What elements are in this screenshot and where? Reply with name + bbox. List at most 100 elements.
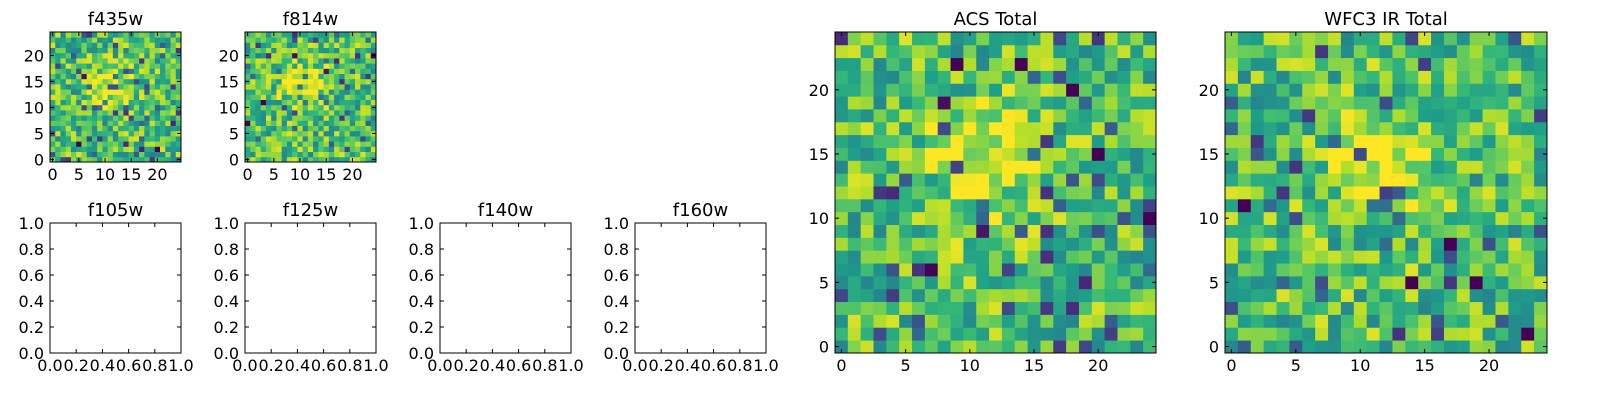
heatmap-cell <box>76 68 82 74</box>
heatmap-cell <box>102 151 109 158</box>
heatmap-cell <box>175 63 182 69</box>
heatmap-cell <box>1431 173 1445 187</box>
heatmap-cell <box>1078 173 1093 187</box>
heatmap-cell <box>118 94 124 100</box>
heatmap-cell <box>1066 314 1080 328</box>
heatmap-cell <box>1053 340 1067 354</box>
heatmap-cell <box>339 52 345 59</box>
heatmap-cell <box>860 173 874 187</box>
heatmap-cell <box>344 110 351 116</box>
heatmap-cell <box>1469 275 1483 290</box>
heatmap-cell <box>128 94 135 100</box>
heatmap-cell <box>1405 121 1419 136</box>
heatmap-cell <box>1104 186 1118 200</box>
heatmap-cell <box>1534 340 1548 354</box>
heatmap-cell <box>1534 211 1548 225</box>
heatmap-cell <box>370 73 377 80</box>
heatmap-cell <box>250 47 256 54</box>
heatmap-cell <box>860 44 874 59</box>
heatmap-cell <box>1276 96 1290 110</box>
heatmap-cell <box>1431 44 1445 59</box>
heatmap-cell <box>1495 83 1509 97</box>
heatmap-cell <box>1014 250 1028 264</box>
heatmap-cell <box>323 73 330 80</box>
heatmap-cell <box>1130 32 1144 46</box>
heatmap-cell <box>318 110 324 116</box>
heatmap-cell <box>107 94 114 100</box>
heatmap-cell <box>265 130 272 137</box>
heatmap-cell <box>339 120 345 126</box>
heatmap-cell <box>276 37 283 43</box>
heatmap-cell <box>76 42 82 48</box>
heatmap-cell <box>1392 32 1406 46</box>
heatmap-cell <box>81 120 88 126</box>
heatmap-cell <box>1340 301 1355 315</box>
heatmap-cell <box>365 78 372 85</box>
heatmap-cell <box>265 84 272 90</box>
heatmap-cell <box>1495 288 1509 303</box>
heatmap-cell <box>1040 83 1054 97</box>
heatmap-cell <box>91 94 98 100</box>
heatmap-cell <box>1418 32 1432 46</box>
heatmap-cell <box>1508 57 1522 71</box>
heatmap-cell <box>924 288 939 303</box>
heatmap-cell <box>976 109 990 123</box>
heatmap-cell <box>1053 44 1067 59</box>
x-tick-label: 20 <box>147 165 167 184</box>
heatmap-cell <box>133 84 140 90</box>
heatmap-cell <box>860 186 874 200</box>
heatmap-cell <box>1091 198 1106 213</box>
heatmap-cell <box>835 134 849 148</box>
heatmap-cell <box>1040 198 1054 213</box>
heatmap-cell <box>1001 70 1016 84</box>
heatmap-cell <box>976 57 990 71</box>
heatmap-cell <box>118 68 124 74</box>
heatmap-cell <box>175 32 182 38</box>
heatmap-cell <box>323 78 330 85</box>
heatmap-cell <box>950 57 964 71</box>
heatmap-cell <box>1392 44 1406 59</box>
heatmap-cell <box>1418 211 1432 225</box>
heatmap-cell <box>1379 44 1393 59</box>
y-tick-label: 0 <box>229 150 239 169</box>
heatmap-cell <box>260 125 267 132</box>
heatmap-cell <box>1379 198 1393 213</box>
heatmap-cell <box>1263 96 1277 110</box>
heatmap-cell <box>286 52 293 59</box>
heatmap-cell <box>1469 224 1483 238</box>
heatmap-cell <box>1443 314 1458 328</box>
heatmap-cell <box>328 37 335 43</box>
heatmap-cell <box>160 104 166 111</box>
heatmap-cell <box>70 52 77 59</box>
heatmap-cell <box>963 160 977 174</box>
heatmap-cell <box>70 94 77 100</box>
heatmap-cell <box>250 120 256 126</box>
heatmap-cell <box>355 156 361 163</box>
heatmap-cell <box>339 146 345 152</box>
heatmap-cell <box>60 58 67 64</box>
heatmap-cell <box>1366 173 1380 187</box>
heatmap-cell <box>1066 109 1080 123</box>
heatmap-cell <box>154 151 161 158</box>
heatmap-cell <box>873 32 887 46</box>
heatmap-cell <box>65 99 72 106</box>
heatmap-cell <box>144 146 150 152</box>
heatmap-cell <box>835 314 849 328</box>
heatmap-cell <box>1521 275 1535 290</box>
heatmap-cell <box>307 146 314 152</box>
heatmap-cell <box>281 130 288 137</box>
heatmap-cell <box>160 151 166 158</box>
heatmap-cell <box>1276 109 1290 123</box>
heatmap-cell <box>1237 275 1252 290</box>
heatmap-cell <box>1418 288 1432 303</box>
heatmap-cell <box>924 301 939 315</box>
y-tick-label: 0.8 <box>409 240 434 259</box>
heatmap-cell <box>302 94 309 100</box>
heatmap-cell <box>1315 198 1329 213</box>
heatmap-cell <box>255 156 262 163</box>
heatmap-cell <box>1443 134 1458 148</box>
heatmap-cell <box>260 73 267 80</box>
heatmap-cell <box>1443 160 1458 174</box>
heatmap-cell <box>245 42 251 48</box>
heatmap-cell <box>1353 250 1368 264</box>
